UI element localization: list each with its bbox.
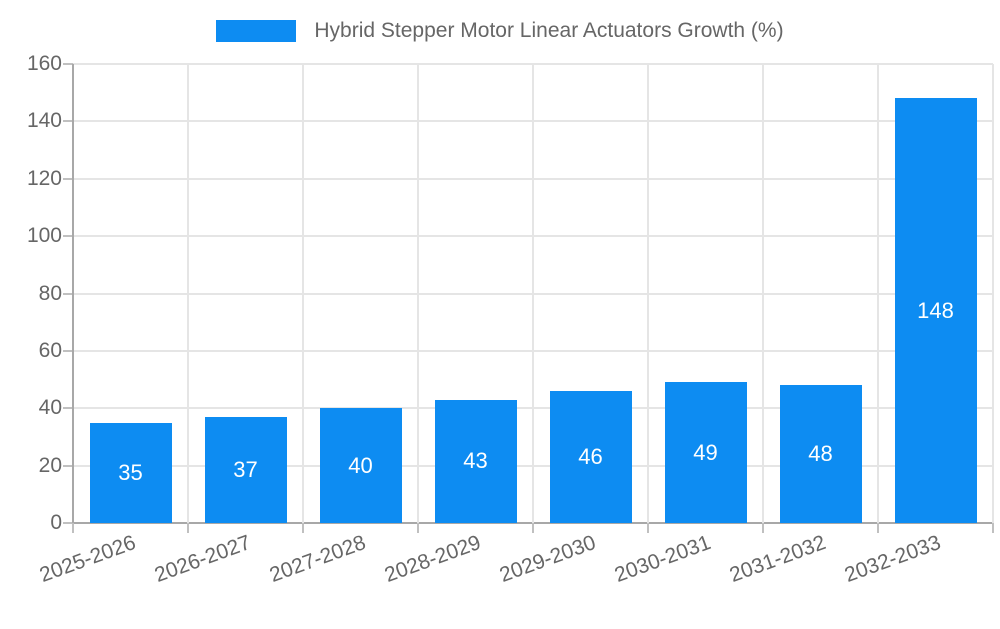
x-gridline [302,64,304,523]
bar-value-label: 148 [917,297,954,323]
y-axis-tick [63,407,73,410]
y-tick-label: 160 [26,52,62,75]
y-axis-tick [63,349,73,352]
y-tick-label: 100 [26,224,62,248]
x-gridline [877,64,879,523]
x-tick-label: 2030-2031 [611,531,714,587]
y-tick-label: 80 [38,281,62,305]
y-tick-label: 140 [26,109,62,133]
x-tick-label: 2026-2027 [151,531,254,587]
legend-swatch-icon [216,20,297,42]
bar-value-label: 40 [348,452,373,478]
bar-value-label: 48 [808,441,833,467]
y-axis-line [72,64,74,523]
x-axis-tick [417,523,419,533]
x-gridline [532,64,534,523]
bar[interactable] [664,382,747,523]
chart-legend[interactable]: Hybrid Stepper Motor Linear Actuators Gr… [0,14,1000,48]
plot-area: 35 37 40 43 46 49 48 148 0 20 40 60 80 100 120 140 160 2… [26,52,994,587]
x-tick-label: 2032-2033 [841,531,944,587]
bar[interactable] [319,408,402,523]
x-gridline [417,64,419,523]
y-axis-tick [63,292,73,295]
y-axis-tick [63,235,73,238]
bar[interactable] [549,391,632,523]
y-tick-label: 0 [50,511,62,534]
x-gridline [992,64,994,523]
bar-value-label: 43 [463,448,488,474]
bar-value-label: 35 [118,459,143,485]
x-axis-tick [647,523,649,533]
y-axis-tick [63,120,73,123]
y-axis-tick [63,177,73,180]
legend-label: Hybrid Stepper Motor Linear Actuators Gr… [314,19,784,42]
bar-value-label: 37 [233,456,258,482]
bar-value-label: 46 [578,444,603,470]
x-axis-tick [877,523,879,533]
y-axis-tick [63,63,73,65]
x-gridline [187,64,189,523]
x-tick-label: 2027-2028 [266,531,369,587]
y-axis-tick [63,464,73,467]
bar[interactable] [434,399,517,523]
x-tick-label: 2031-2032 [726,531,829,587]
x-gridline [762,64,764,523]
bar[interactable] [204,416,287,523]
y-tick-label: 40 [38,396,62,420]
bar-chart: Hybrid Stepper Motor Linear Actuators Gr… [0,14,1000,587]
x-gridline [647,64,649,523]
y-axis-tick [63,522,73,524]
x-axis-tick [532,523,534,533]
y-tick-label: 120 [26,166,62,190]
bar[interactable] [779,385,862,523]
bar-value-label: 49 [693,439,718,465]
x-axis-tick [72,523,74,533]
y-tick-label: 20 [38,453,62,477]
x-axis-tick [992,523,994,533]
y-tick-label: 60 [38,338,62,362]
x-axis-tick [762,523,764,533]
x-tick-label: 2028-2029 [381,531,484,587]
x-axis-tick [187,523,189,533]
x-tick-label: 2029-2030 [496,531,599,587]
bar[interactable] [89,422,172,523]
bar[interactable] [894,98,977,523]
x-axis-tick [302,523,304,533]
